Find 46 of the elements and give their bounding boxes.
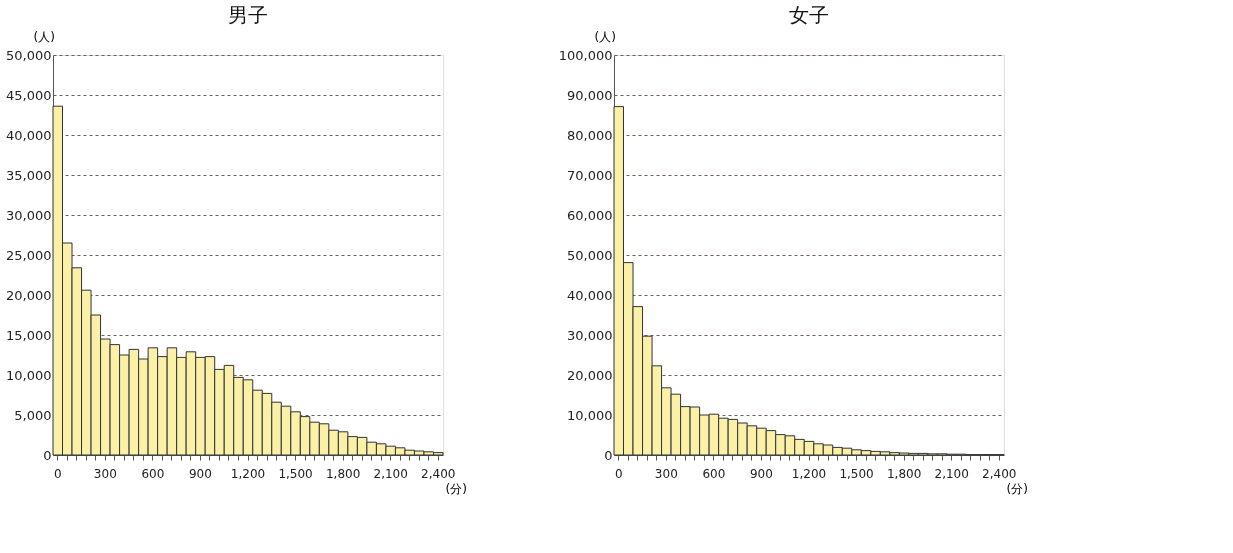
y-tick-label: 70,000 bbox=[567, 167, 613, 183]
x-tick-label: 600 bbox=[141, 466, 165, 481]
y-tick-label: 20,000 bbox=[567, 367, 613, 383]
x-tick-label: 1,800 bbox=[886, 466, 922, 481]
x-tick-label: 600 bbox=[702, 466, 726, 481]
x-tick-label: 2,400 bbox=[421, 466, 456, 481]
x-axis-title: (分) bbox=[445, 481, 467, 496]
y-tick-label: 40,000 bbox=[567, 287, 613, 303]
y-tick-label: 15,000 bbox=[6, 327, 52, 343]
x-tick-label: 0 bbox=[53, 466, 62, 481]
y-tick-label: 30,000 bbox=[567, 327, 613, 343]
y-tick-label: 10,000 bbox=[567, 407, 613, 423]
y-tick-label: 40,000 bbox=[6, 127, 52, 143]
y-tick-label: 90,000 bbox=[567, 87, 613, 103]
x-tick-label: 300 bbox=[93, 466, 117, 481]
x-tick-label: 1,200 bbox=[791, 466, 827, 481]
y-tick-label: 100,000 bbox=[558, 47, 613, 63]
x-tick-label: 2,400 bbox=[982, 466, 1017, 481]
y-tick-label: 30,000 bbox=[6, 207, 52, 223]
y-axis-title: (人) bbox=[594, 29, 616, 44]
x-tick-label: 2,100 bbox=[934, 466, 969, 481]
y-tick-label: 60,000 bbox=[567, 207, 613, 223]
x-tick-label: 900 bbox=[749, 466, 773, 481]
x-tick-label: 900 bbox=[188, 466, 212, 481]
y-tick-label: 0 bbox=[604, 447, 613, 463]
y-tick-label: 50,000 bbox=[6, 47, 52, 63]
y-tick-label: 80,000 bbox=[567, 127, 613, 143]
y-tick-label: 25,000 bbox=[6, 247, 52, 263]
x-tick-label: 1,200 bbox=[230, 466, 266, 481]
y-tick-label: 35,000 bbox=[6, 167, 52, 183]
x-tick-label: 2,100 bbox=[373, 466, 408, 481]
y-tick-label: 0 bbox=[43, 447, 52, 463]
chart-title: 男子 bbox=[228, 3, 268, 27]
x-axis-title: (分) bbox=[1006, 481, 1028, 496]
y-tick-label: 10,000 bbox=[6, 367, 52, 383]
y-tick-label: 5,000 bbox=[14, 407, 52, 423]
x-tick-label: 1,800 bbox=[325, 466, 361, 481]
x-tick-label: 0 bbox=[614, 466, 623, 481]
y-tick-label: 50,000 bbox=[567, 247, 613, 263]
chart-title: 女子 bbox=[789, 3, 829, 27]
y-tick-label: 45,000 bbox=[6, 87, 52, 103]
x-tick-label: 300 bbox=[654, 466, 678, 481]
y-tick-label: 20,000 bbox=[6, 287, 52, 303]
y-axis-title: (人) bbox=[33, 29, 55, 44]
x-tick-label: 1,500 bbox=[278, 466, 313, 481]
x-tick-label: 1,500 bbox=[839, 466, 874, 481]
